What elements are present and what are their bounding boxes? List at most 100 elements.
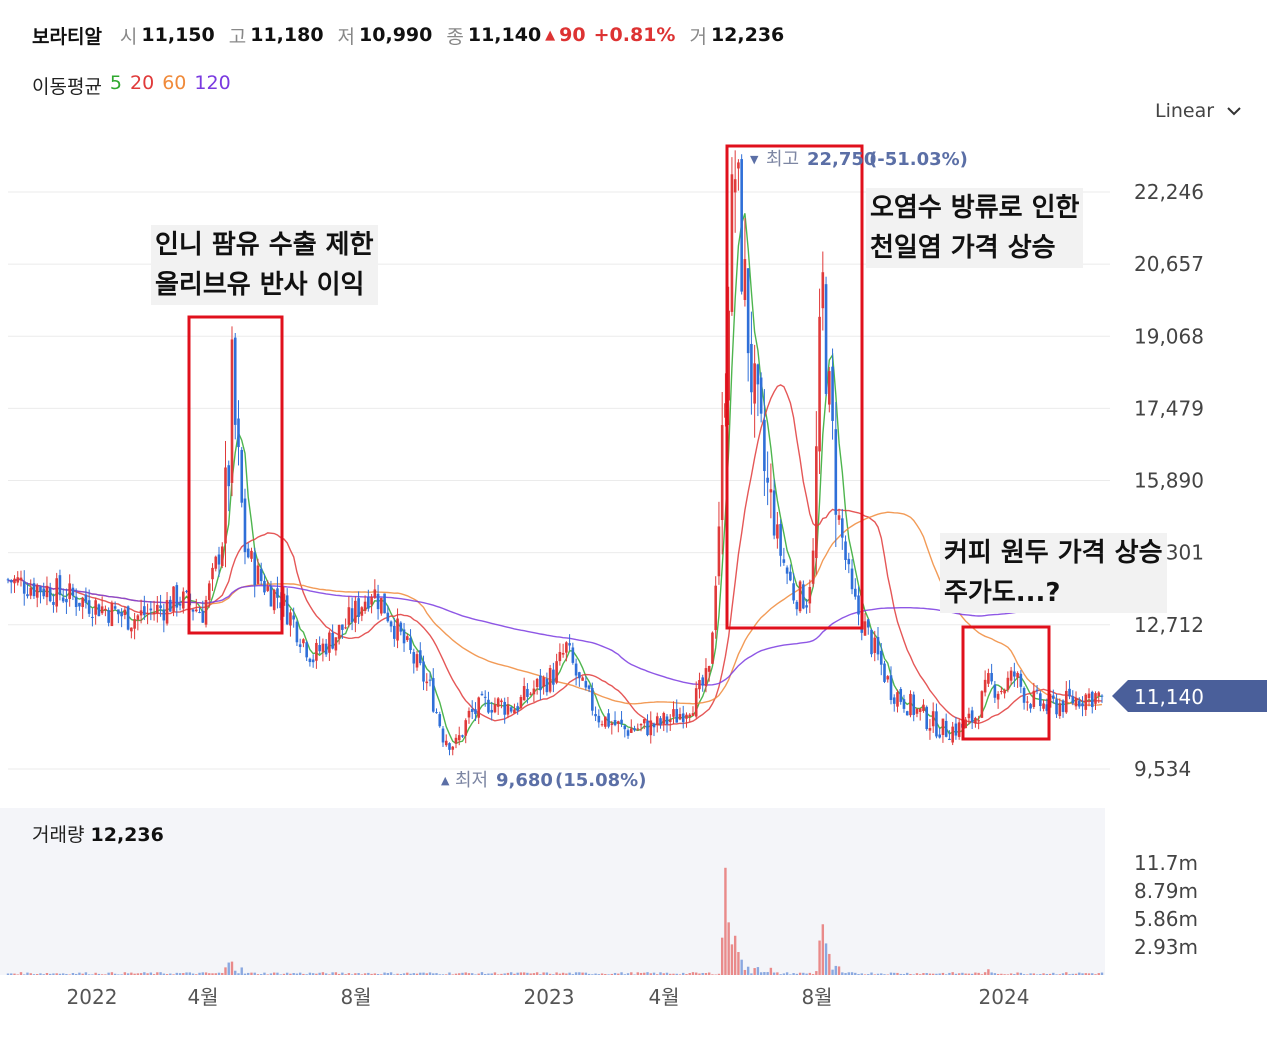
candle-body — [753, 363, 756, 404]
candle-body — [526, 688, 529, 697]
candle-body — [789, 571, 792, 581]
candle-body — [360, 607, 364, 616]
candle-body — [802, 584, 805, 609]
candle-body — [535, 678, 539, 688]
candle-body — [487, 699, 490, 713]
volume-bar — [110, 972, 114, 975]
scale-selector[interactable]: Linear — [1155, 100, 1242, 122]
candle-body — [156, 604, 159, 614]
volume-bar — [477, 973, 480, 975]
volume-bar — [724, 867, 727, 975]
candle-body — [1006, 677, 1010, 690]
candle-body — [110, 602, 114, 627]
volume-bar — [870, 972, 873, 975]
volume-bar — [1048, 973, 1052, 975]
candle-body — [438, 714, 442, 727]
volume-bar — [503, 973, 506, 975]
candle-body — [711, 632, 714, 664]
candle-body — [626, 730, 630, 736]
candle-body — [97, 604, 101, 617]
volume-bar — [302, 973, 305, 975]
volume-bar — [250, 972, 253, 975]
candle-body — [795, 601, 799, 610]
candle-body — [451, 746, 455, 750]
moving-average-legend[interactable]: 이동평균 5 20 60 120 — [32, 72, 231, 99]
candle-body — [104, 608, 107, 611]
candle-body — [545, 678, 549, 693]
volume-bar — [617, 973, 620, 975]
volume-bar — [850, 972, 854, 975]
candle-body — [123, 609, 127, 616]
volume-bar — [695, 972, 698, 975]
volume-bar — [165, 974, 169, 975]
time-axis: 2022 4월 8월 2023 4월 8월 2024 — [67, 985, 1030, 1009]
volume-bar — [490, 973, 493, 975]
candle-body — [52, 601, 55, 605]
candle-body — [646, 720, 649, 736]
x-tick-label: 8월 — [340, 985, 371, 1009]
candle-body — [931, 711, 935, 727]
volume-bar — [45, 972, 49, 975]
scale-selector-value: Linear — [1155, 100, 1215, 122]
candle-body — [84, 594, 88, 603]
volume-bar — [678, 974, 682, 975]
volume-bar — [396, 973, 399, 975]
candle-body — [370, 596, 373, 605]
volume-bar — [156, 972, 159, 975]
candle-body — [568, 643, 571, 646]
candle-body — [1052, 695, 1055, 699]
volume-bar — [415, 973, 419, 975]
volume-bar — [243, 973, 247, 975]
candle-body — [1003, 689, 1006, 694]
close-value: 11,140 — [467, 24, 542, 46]
candle-body — [409, 637, 412, 651]
candle-body — [610, 723, 614, 726]
volume-bar — [516, 972, 519, 975]
candle-body — [707, 666, 711, 672]
candle-body — [970, 710, 974, 723]
candle-body — [42, 588, 46, 597]
candle-body — [74, 596, 78, 608]
candle-body — [246, 548, 250, 558]
volume-bar — [941, 972, 945, 975]
y-tick-label: 12,712 — [1134, 613, 1204, 637]
volume-bar — [182, 973, 185, 975]
volume-bar — [928, 973, 932, 975]
candle-body — [448, 743, 451, 750]
candle-body — [480, 693, 484, 696]
candle-body — [185, 590, 188, 592]
volume-bar — [295, 973, 299, 975]
volume-bar — [464, 972, 467, 975]
candle-body — [604, 716, 607, 727]
volume-bar — [545, 972, 549, 975]
volume-bar — [247, 972, 250, 975]
volume-bar — [91, 974, 94, 975]
candle-body — [207, 583, 211, 601]
candle-body — [844, 541, 847, 560]
candle-body — [633, 728, 636, 731]
volume-bar — [873, 974, 876, 975]
volume-bar — [276, 972, 279, 975]
volume-bar — [974, 972, 977, 975]
volume-bar — [789, 974, 792, 975]
candle-body — [357, 598, 360, 617]
volume-bar — [951, 972, 954, 975]
candle-body — [743, 259, 747, 300]
candle-body — [977, 720, 980, 722]
candle-body — [659, 718, 662, 725]
candle-body — [993, 684, 997, 698]
candle-body — [928, 728, 932, 731]
candle-body — [714, 585, 717, 631]
candle-body — [211, 567, 214, 580]
candle-body — [792, 583, 795, 601]
volume-bar — [425, 973, 428, 975]
volume-bar — [818, 940, 821, 975]
volume-bar — [337, 973, 341, 975]
low-marker-arrow-icon: ▲ — [441, 774, 450, 787]
volume-bar — [221, 972, 224, 975]
candle-body — [204, 599, 208, 625]
volume-bar — [970, 973, 974, 975]
candle-body — [363, 601, 367, 611]
candle-body — [1009, 670, 1013, 681]
